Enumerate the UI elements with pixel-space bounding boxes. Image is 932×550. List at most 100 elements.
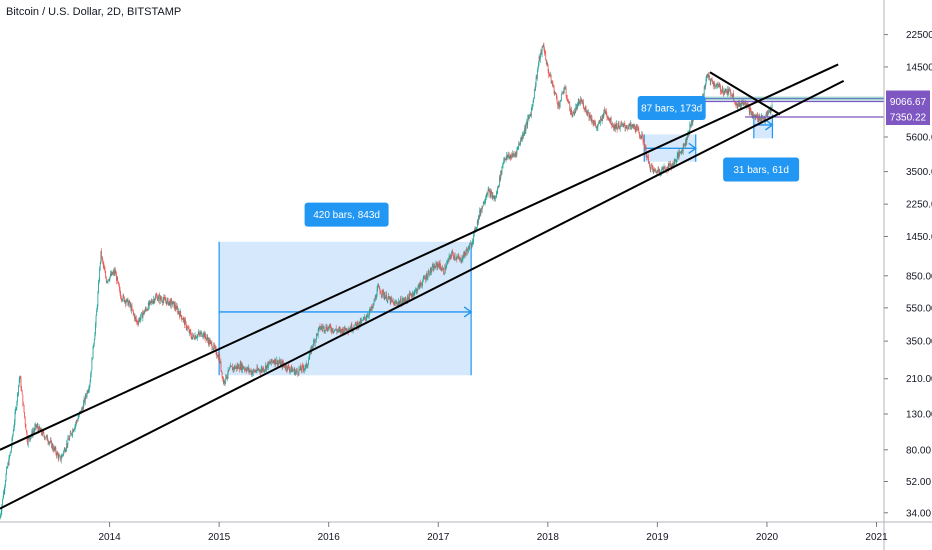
candle-body xyxy=(47,440,49,443)
candle-body xyxy=(9,452,11,456)
candle-body xyxy=(673,164,675,167)
candle-body xyxy=(267,361,269,368)
candle-body xyxy=(601,114,603,121)
candle-body xyxy=(369,309,371,312)
candle-body xyxy=(690,123,692,127)
candle-body xyxy=(279,360,281,366)
candle-body xyxy=(490,191,491,197)
candle-body xyxy=(505,157,507,161)
candle-body xyxy=(40,428,42,431)
candle-body xyxy=(706,74,708,75)
candle-body xyxy=(334,329,336,331)
candle-body xyxy=(477,221,479,224)
candle-body xyxy=(658,170,660,173)
candle-body xyxy=(349,328,351,330)
candle-body xyxy=(614,124,616,130)
candle-body xyxy=(405,299,407,302)
candle-body xyxy=(227,369,229,376)
candle-body xyxy=(57,454,59,459)
candle-body xyxy=(581,100,583,104)
candle-body xyxy=(636,126,638,127)
candle-body xyxy=(451,253,452,258)
candle-body xyxy=(754,115,756,117)
candle-body xyxy=(106,281,108,283)
candle-body xyxy=(219,355,221,363)
candle-body xyxy=(423,277,425,278)
candle-body xyxy=(177,308,179,313)
candle-body xyxy=(357,322,359,328)
candle-body xyxy=(61,455,63,459)
candle-body xyxy=(259,369,261,372)
candle-body xyxy=(125,301,127,304)
candle-body xyxy=(540,50,542,54)
candle-body xyxy=(625,127,627,128)
candle-body xyxy=(76,420,78,422)
candle-body xyxy=(600,118,602,120)
candle-body xyxy=(429,274,431,276)
candle-body xyxy=(724,90,726,93)
candle-body xyxy=(628,125,629,129)
candle-body xyxy=(221,370,222,372)
candle-body xyxy=(362,320,364,322)
candle-body xyxy=(475,227,476,231)
candle-body xyxy=(54,447,56,450)
candle-body xyxy=(767,111,769,114)
candle-body xyxy=(551,81,553,83)
candle-body xyxy=(63,451,65,455)
candle-body xyxy=(33,430,35,432)
candle-body xyxy=(288,368,290,371)
candle-body xyxy=(223,380,225,384)
candle-body xyxy=(741,102,742,107)
candle-body xyxy=(240,363,242,370)
candle-body xyxy=(613,125,615,129)
candle-body xyxy=(603,109,605,116)
candle-body xyxy=(400,298,401,303)
x-tick-label: 2016 xyxy=(318,532,341,543)
date-range-arrowhead xyxy=(688,142,697,154)
candle-body xyxy=(275,358,276,365)
candle-body xyxy=(201,331,203,337)
candle-body xyxy=(424,277,426,279)
candle-body xyxy=(38,428,39,432)
candle-body xyxy=(592,122,594,124)
candle-body xyxy=(44,435,45,439)
candle-body xyxy=(637,128,639,129)
candle-body xyxy=(509,155,511,157)
candle-body xyxy=(174,304,176,309)
price-axis-label xyxy=(886,108,930,125)
y-tick-label: 2250.00 xyxy=(906,200,932,211)
candle-body xyxy=(264,365,266,370)
candle-body xyxy=(391,297,392,301)
candle-body xyxy=(92,358,93,360)
candle-body xyxy=(137,322,138,324)
candle-body xyxy=(622,123,623,126)
candle-body xyxy=(637,126,638,129)
candle-body xyxy=(473,233,475,241)
candle-body xyxy=(156,295,158,297)
candle-body xyxy=(514,154,515,156)
candle-body xyxy=(398,301,400,305)
candle-body xyxy=(241,363,243,370)
candle-body xyxy=(708,74,710,77)
candle-body xyxy=(397,303,399,306)
candle-body xyxy=(351,324,353,331)
candle-body xyxy=(266,363,268,366)
candle-body xyxy=(165,300,167,302)
candle-body xyxy=(89,385,90,390)
candle-body xyxy=(608,118,610,120)
candle-body xyxy=(66,443,68,446)
candle-body xyxy=(158,296,159,300)
candle-body xyxy=(228,369,230,371)
candle-body xyxy=(580,99,581,103)
candle-body xyxy=(305,364,306,368)
candle-body xyxy=(645,146,647,156)
candle-body xyxy=(250,370,252,374)
candle-body xyxy=(330,329,332,332)
candle-body xyxy=(140,313,142,318)
candle-body xyxy=(571,115,573,117)
candle-body xyxy=(579,102,581,104)
candle-body xyxy=(483,201,485,204)
candle-body xyxy=(720,90,722,92)
candle-body xyxy=(517,146,519,148)
